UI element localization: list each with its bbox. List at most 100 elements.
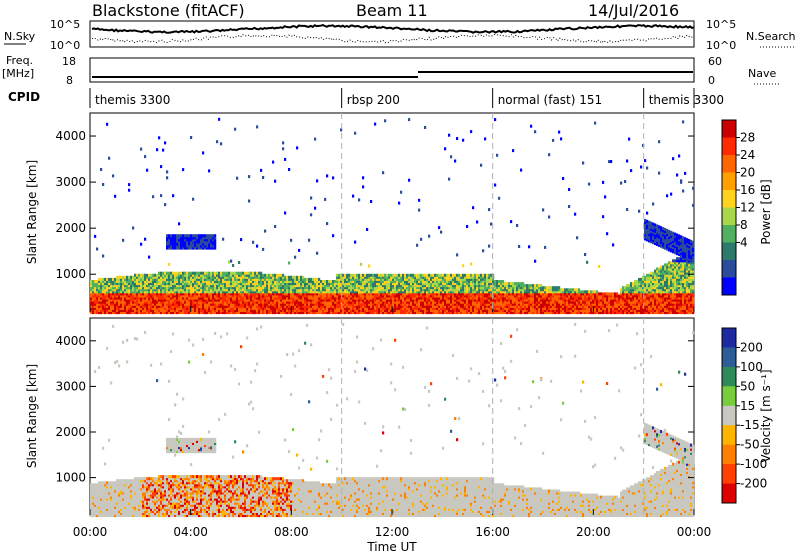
echo-cell (266, 274, 268, 277)
echo-cell (460, 274, 462, 277)
echo-cell (348, 274, 350, 277)
echo-cell (444, 274, 446, 277)
echo-cell (374, 123, 376, 126)
echo-cell (464, 274, 466, 277)
echo-cell (354, 241, 356, 244)
echo-cell (584, 290, 586, 293)
echo-cell (274, 225, 276, 228)
echo-cell (220, 272, 222, 275)
echo-cell (248, 200, 250, 203)
echo-cell (316, 179, 318, 182)
echo-cell (102, 278, 104, 281)
echo-cell (498, 280, 500, 283)
echo-cell (448, 178, 450, 181)
echo-cell (198, 234, 200, 237)
echo-cell (192, 240, 194, 243)
echo-cell (382, 274, 384, 277)
echo-cell (528, 284, 530, 287)
echo-cell (214, 272, 216, 275)
echo-cell (324, 198, 326, 201)
echo-cell (194, 234, 196, 237)
echo-cell (310, 213, 312, 216)
echo-cell (106, 278, 108, 281)
echo-cell (254, 272, 256, 275)
echo-cell (204, 234, 206, 237)
echo-cell (482, 249, 484, 252)
echo-cell (270, 274, 272, 277)
echo-cell (96, 248, 98, 251)
echo-cell (534, 284, 536, 287)
echo-cell (376, 274, 378, 277)
echo-cell (560, 288, 562, 291)
echo-cell (430, 274, 432, 277)
echo-cell (108, 278, 110, 281)
echo-cell (212, 272, 214, 275)
echo-cell (544, 286, 546, 289)
echo-cell (174, 272, 176, 275)
echo-cell (426, 274, 428, 277)
echo-cell (600, 292, 602, 295)
echo-cell (316, 278, 318, 281)
echo-cell (208, 169, 210, 172)
echo-cell (442, 274, 444, 277)
echo-cell (296, 146, 298, 149)
echo-cell (336, 274, 338, 277)
echo-cell (402, 274, 404, 277)
echo-cell (468, 274, 470, 277)
echo-cell (564, 288, 566, 291)
echo-cell (576, 236, 578, 239)
echo-cell (552, 286, 554, 289)
echo-cell (510, 282, 512, 285)
echo-cell (320, 280, 322, 283)
echo-cell (316, 252, 318, 255)
echo-cell (444, 147, 446, 150)
echo-cell (534, 130, 536, 133)
echo-cell (552, 139, 554, 142)
echo-cell (136, 274, 138, 277)
echo-cell (248, 272, 250, 275)
echo-cell (288, 262, 290, 265)
echo-cell (548, 153, 550, 156)
echo-cell (436, 274, 438, 277)
echo-cell (516, 224, 518, 227)
echo-cell (364, 274, 366, 277)
echo-cell (618, 295, 620, 298)
echo-cell (256, 125, 258, 128)
echo-cell (210, 234, 212, 237)
echo-cell (452, 274, 454, 277)
echo-cell (222, 238, 224, 241)
echo-cell (328, 280, 330, 283)
echo-cell (332, 176, 334, 179)
echo-cell (282, 274, 284, 277)
echo-cell (160, 194, 162, 197)
echo-cell (308, 239, 310, 242)
echo-cell (496, 154, 498, 157)
echo-cell (366, 274, 368, 277)
echo-cell (372, 274, 374, 277)
echo-cell (90, 280, 92, 283)
echo-cell (202, 272, 204, 275)
echo-cell (478, 274, 480, 277)
echo-cell (180, 272, 182, 275)
echo-cell (512, 149, 514, 152)
echo-cell (476, 274, 478, 277)
nsearch-series (92, 34, 694, 43)
echo-cell (418, 274, 420, 277)
echo-cell (432, 274, 434, 277)
echo-cell (274, 274, 276, 277)
echo-cell (536, 284, 538, 287)
echo-cell (568, 288, 570, 291)
echo-cell (152, 195, 154, 198)
echo-cell (164, 272, 166, 275)
echo-cell (164, 141, 166, 144)
echo-cell (472, 274, 474, 277)
echo-cell (362, 274, 364, 277)
echo-cell (488, 245, 490, 248)
echo-cell (156, 274, 158, 277)
echo-cell (166, 170, 168, 173)
echo-cell (176, 272, 178, 275)
echo-cell (412, 274, 414, 277)
echo-cell (474, 274, 476, 277)
echo-cell (332, 234, 334, 237)
echo-cell (494, 184, 496, 187)
